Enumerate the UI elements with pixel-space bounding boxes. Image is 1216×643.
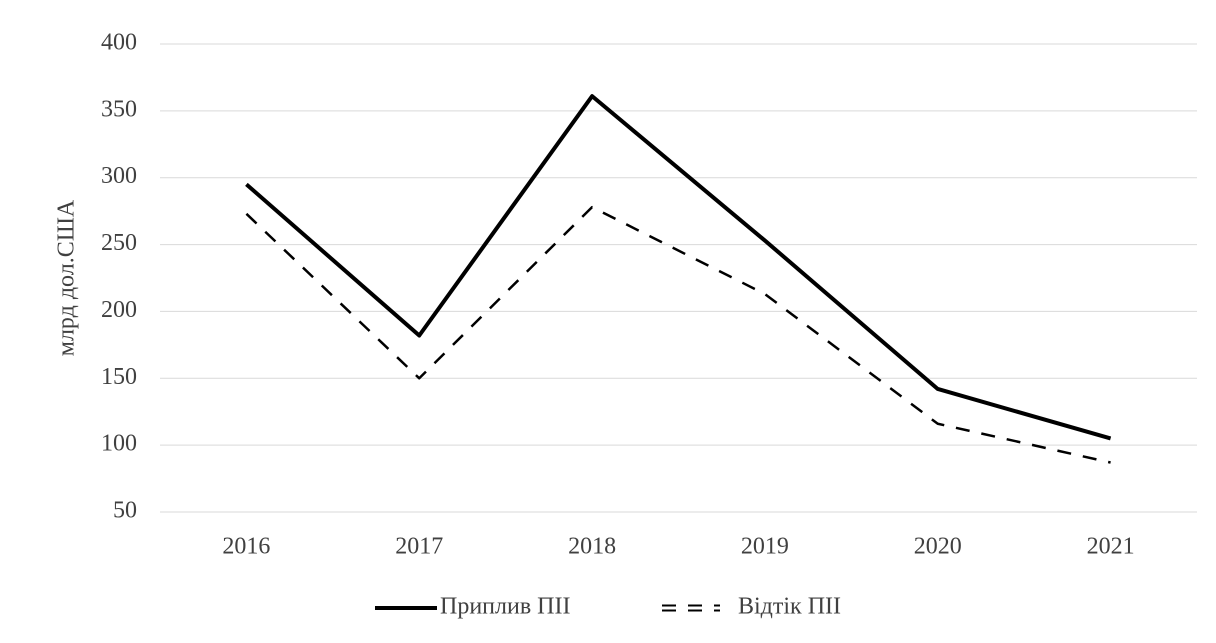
y-axis-label: млрд дол.США — [54, 199, 80, 356]
y-tick-label: 250 — [101, 230, 137, 256]
x-tick-label: 2018 — [568, 534, 616, 560]
y-tick-label: 50 — [113, 498, 137, 524]
y-tick-label: 100 — [101, 431, 137, 457]
legend-label: Приплив ПІІ — [440, 594, 571, 620]
y-tick-label: 300 — [101, 163, 137, 189]
x-tick-label: 2019 — [741, 534, 789, 560]
x-tick-label: 2016 — [222, 534, 270, 560]
y-tick-label: 200 — [101, 297, 137, 323]
y-tick-label: 350 — [101, 96, 137, 122]
x-tick-label: 2017 — [395, 534, 443, 560]
line-series — [245, 94, 1112, 441]
line-series — [245, 205, 1111, 464]
x-tick-label: 2021 — [1087, 534, 1135, 560]
legend-label: Відтік ПІІ — [738, 594, 841, 620]
y-tick-label: 150 — [101, 364, 137, 390]
y-tick-label: 400 — [101, 30, 137, 56]
x-tick-label: 2020 — [914, 534, 962, 560]
